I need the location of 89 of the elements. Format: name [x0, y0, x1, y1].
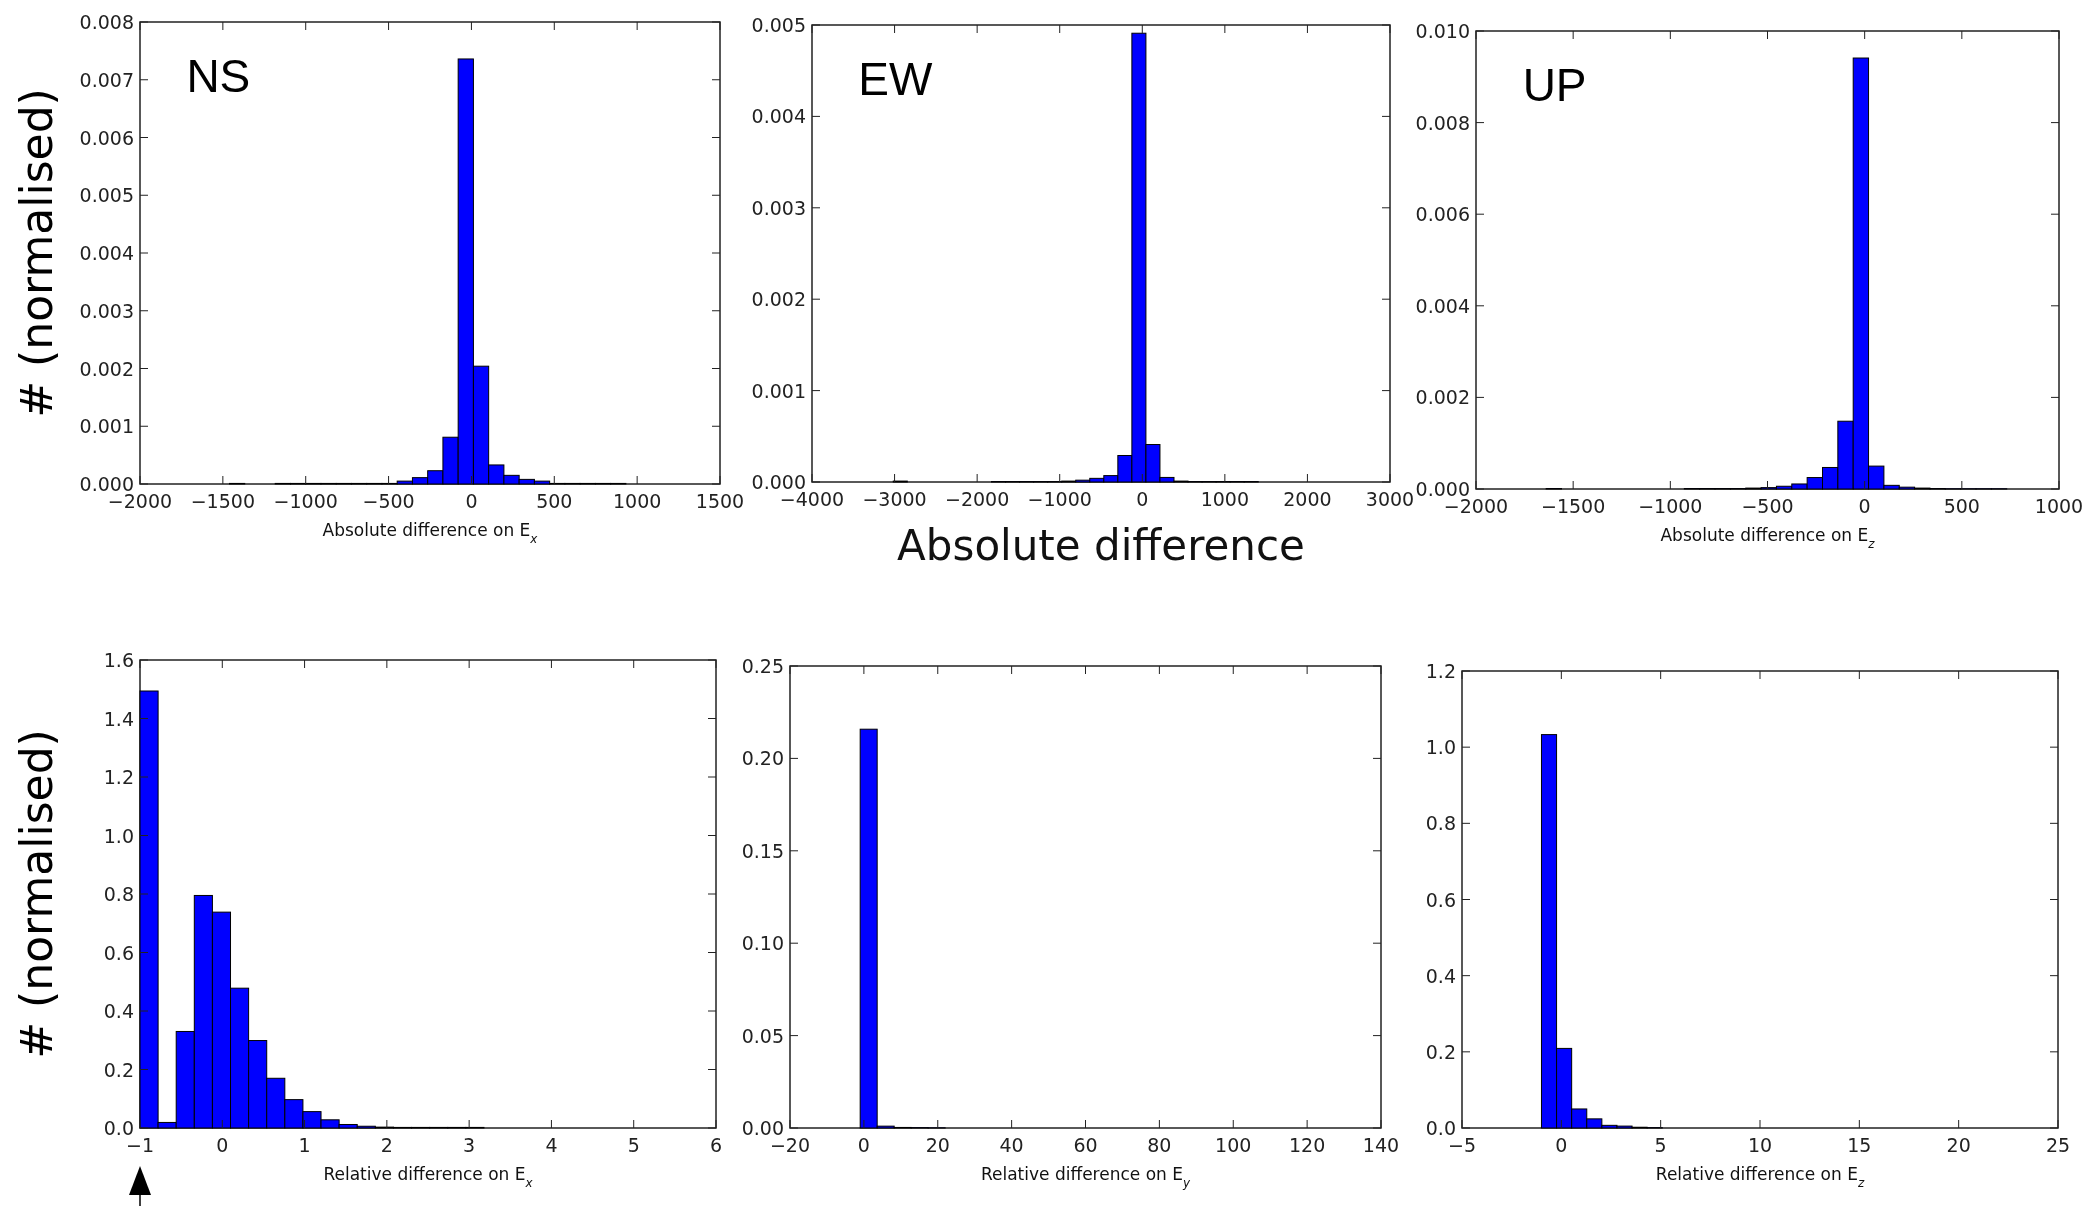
x-axis-title: Relative difference on E$_{z}$ [1655, 1164, 1865, 1190]
y-tick-label: 0.10 [741, 932, 784, 955]
text: NS [186, 50, 251, 102]
x-tick-label: 2000 [1283, 488, 1332, 510]
x-tick-label: 3 [463, 1134, 476, 1156]
y-tick-label: 0.007 [79, 68, 134, 91]
y-tick-label: 0.4 [1425, 964, 1456, 987]
y-tick-label: 0.005 [751, 14, 806, 36]
x-tick-label: 1500 [695, 490, 745, 512]
y-tick-label: 0.003 [79, 299, 134, 322]
x-tick-label: 0 [1555, 1134, 1568, 1156]
y-tick-label: 1.0 [103, 824, 134, 847]
x-tick-label: 0 [1858, 495, 1871, 517]
y-tick-label: 0.15 [741, 839, 784, 862]
x-tick-label: −1500 [190, 490, 255, 512]
y-tick-label: 0.20 [741, 747, 784, 770]
x-tick-label: 140 [1362, 1134, 1400, 1156]
y-tick-label: 0.004 [1415, 294, 1470, 317]
x-tick-label: −1000 [1027, 488, 1092, 510]
x-tick-label: −3000 [862, 488, 927, 510]
text: UP [1522, 59, 1587, 111]
x-tick-label: 0 [216, 1134, 229, 1156]
x-tick-label: 25 [2045, 1134, 2071, 1156]
y-tick-label: 0.002 [1415, 386, 1470, 409]
x-tick-label: 0 [857, 1134, 870, 1156]
x-tick-label: 60 [1073, 1134, 1098, 1156]
y-tick-label: 0.004 [751, 105, 806, 128]
x-tick-label: 5 [1654, 1134, 1667, 1156]
x-tick-label: −1500 [1541, 495, 1606, 517]
x-tick-label: 1000 [612, 490, 662, 512]
x-tick-label: 0 [465, 490, 478, 512]
x-axis-title: Absolute difference on E$_{z}$ [1660, 525, 1876, 551]
y-tick-label: 0.6 [1425, 888, 1456, 911]
x-tick-label: −500 [1741, 495, 1794, 517]
y-tick-label: 1.4 [103, 707, 134, 730]
y-tick-label: 0.005 [79, 184, 134, 207]
x-tick-label: 5 [627, 1134, 640, 1156]
y-tick-label: 0.2 [1425, 1040, 1456, 1063]
y-tick-label: 1.0 [1425, 736, 1456, 759]
y-tick-label: 1.2 [1425, 660, 1456, 682]
x-tick-label: 40 [999, 1134, 1024, 1156]
x-tick-label: 4 [545, 1134, 558, 1156]
x-tick-label: 15 [1847, 1134, 1872, 1156]
x-tick-label: 3000 [1365, 488, 1415, 510]
y-tick-label: 0.003 [751, 196, 806, 219]
y-axis-title: # (normalised) [11, 729, 62, 1059]
x-tick-label: −500 [362, 490, 415, 512]
y-tick-label: 0.05 [741, 1024, 784, 1047]
x-axis-title: Absolute difference [897, 521, 1305, 570]
y-tick-label: 0.2 [103, 1058, 134, 1081]
y-tick-label: 0.6 [103, 941, 134, 964]
y-tick-label: 0.004 [79, 242, 134, 264]
x-axis-title: Relative difference on E$_{y}$ [980, 1164, 1191, 1190]
y-tick-label: 0.8 [103, 883, 134, 905]
x-tick-label: 80 [1147, 1134, 1172, 1156]
x-tick-label: −1000 [273, 490, 338, 512]
y-tick-label: 1.2 [103, 766, 134, 788]
y-tick-label: 0.8 [1425, 812, 1456, 835]
y-tick-label: 0.25 [741, 655, 784, 677]
y-tick-label: 0.4 [103, 1000, 134, 1022]
x-tick-label: −1000 [1638, 495, 1703, 517]
x-tick-label: 20 [925, 1134, 950, 1156]
x-tick-label: 2 [380, 1134, 393, 1156]
y-axis-title: # (normalised) [11, 88, 62, 418]
y-tick-label: 0.008 [79, 11, 134, 33]
y-tick-label: 0.010 [1415, 20, 1470, 42]
y-tick-label: 0.006 [79, 126, 134, 149]
y-tick-label: 0.002 [79, 357, 134, 380]
x-tick-label: 1000 [1200, 488, 1250, 510]
x-axis-title: Relative difference on E$_{x}$ [323, 1164, 534, 1190]
x-tick-label: 120 [1288, 1134, 1326, 1156]
x-tick-label: 0 [1136, 488, 1149, 510]
y-tick-label: 0.006 [1415, 203, 1470, 226]
y-tick-label: 0.001 [751, 379, 806, 402]
x-tick-label: 20 [1946, 1134, 1971, 1156]
x-tick-label: 500 [536, 490, 573, 512]
x-tick-label: 100 [1215, 1134, 1252, 1156]
x-tick-label: −2000 [945, 488, 1010, 510]
y-tick-label: 0.001 [79, 415, 134, 438]
x-tick-label: 6 [709, 1134, 723, 1156]
x-tick-label: 10 [1747, 1134, 1773, 1156]
x-tick-label: 500 [1943, 495, 1980, 517]
y-tick-label: 0.008 [1415, 111, 1470, 134]
x-tick-label: 1000 [2034, 495, 2084, 517]
text: EW [858, 53, 933, 105]
y-tick-label: 1.6 [103, 649, 134, 671]
y-tick-label: 0.002 [751, 288, 806, 311]
x-tick-label: 1 [298, 1134, 311, 1156]
x-axis-title: Absolute difference on E$_{x}$ [322, 520, 539, 546]
